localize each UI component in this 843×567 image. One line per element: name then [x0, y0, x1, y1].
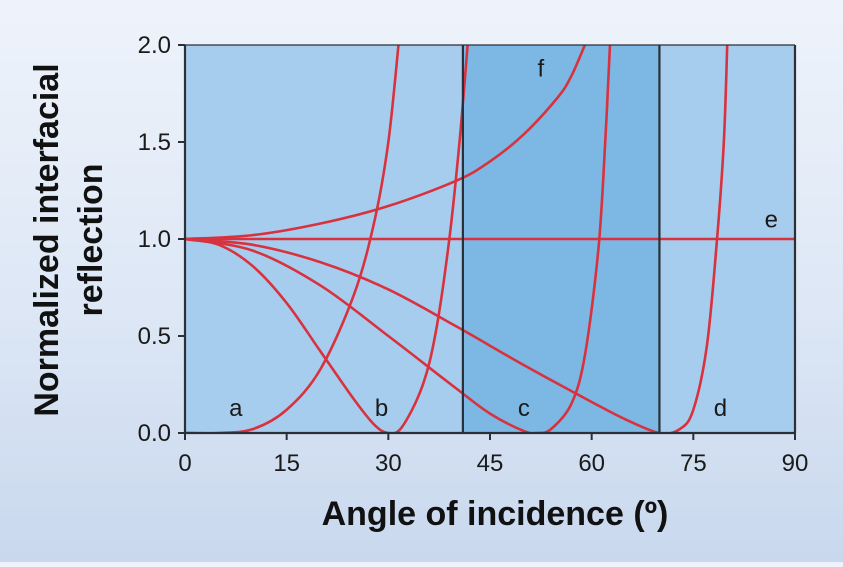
- x-tick-label: 30: [375, 450, 402, 477]
- y-tick-label: 1.5: [138, 129, 171, 156]
- series-label-e: e: [765, 207, 778, 234]
- x-tick-label: 90: [782, 450, 809, 477]
- series-label-a: a: [229, 395, 243, 422]
- series-line-c: [185, 45, 612, 433]
- y-tick-label: 1.0: [138, 226, 171, 253]
- series-label-b: b: [375, 395, 388, 422]
- series-line-d: [185, 45, 729, 433]
- x-axis-title: Angle of incidence (º): [322, 495, 669, 533]
- y-axis-title: Normalized interfacial reflection: [28, 63, 110, 416]
- y-axis-title-line-2: reflection: [72, 163, 110, 316]
- y-tick-label: 2.0: [138, 32, 171, 59]
- x-tick-label: 0: [178, 450, 191, 477]
- y-axis-title-line-1: Normalized interfacial: [28, 63, 66, 416]
- y-tick-label: 0.5: [138, 323, 171, 350]
- series-label-d: d: [714, 395, 727, 422]
- y-tick-label: 0.0: [138, 420, 171, 447]
- series-label-f: f: [537, 55, 544, 82]
- x-tick-label: 15: [273, 450, 300, 477]
- x-tick-label: 60: [578, 450, 605, 477]
- series-line-f: [185, 45, 587, 241]
- series-label-c: c: [518, 395, 530, 422]
- x-tick-label: 75: [680, 450, 707, 477]
- x-tick-label: 45: [477, 450, 504, 477]
